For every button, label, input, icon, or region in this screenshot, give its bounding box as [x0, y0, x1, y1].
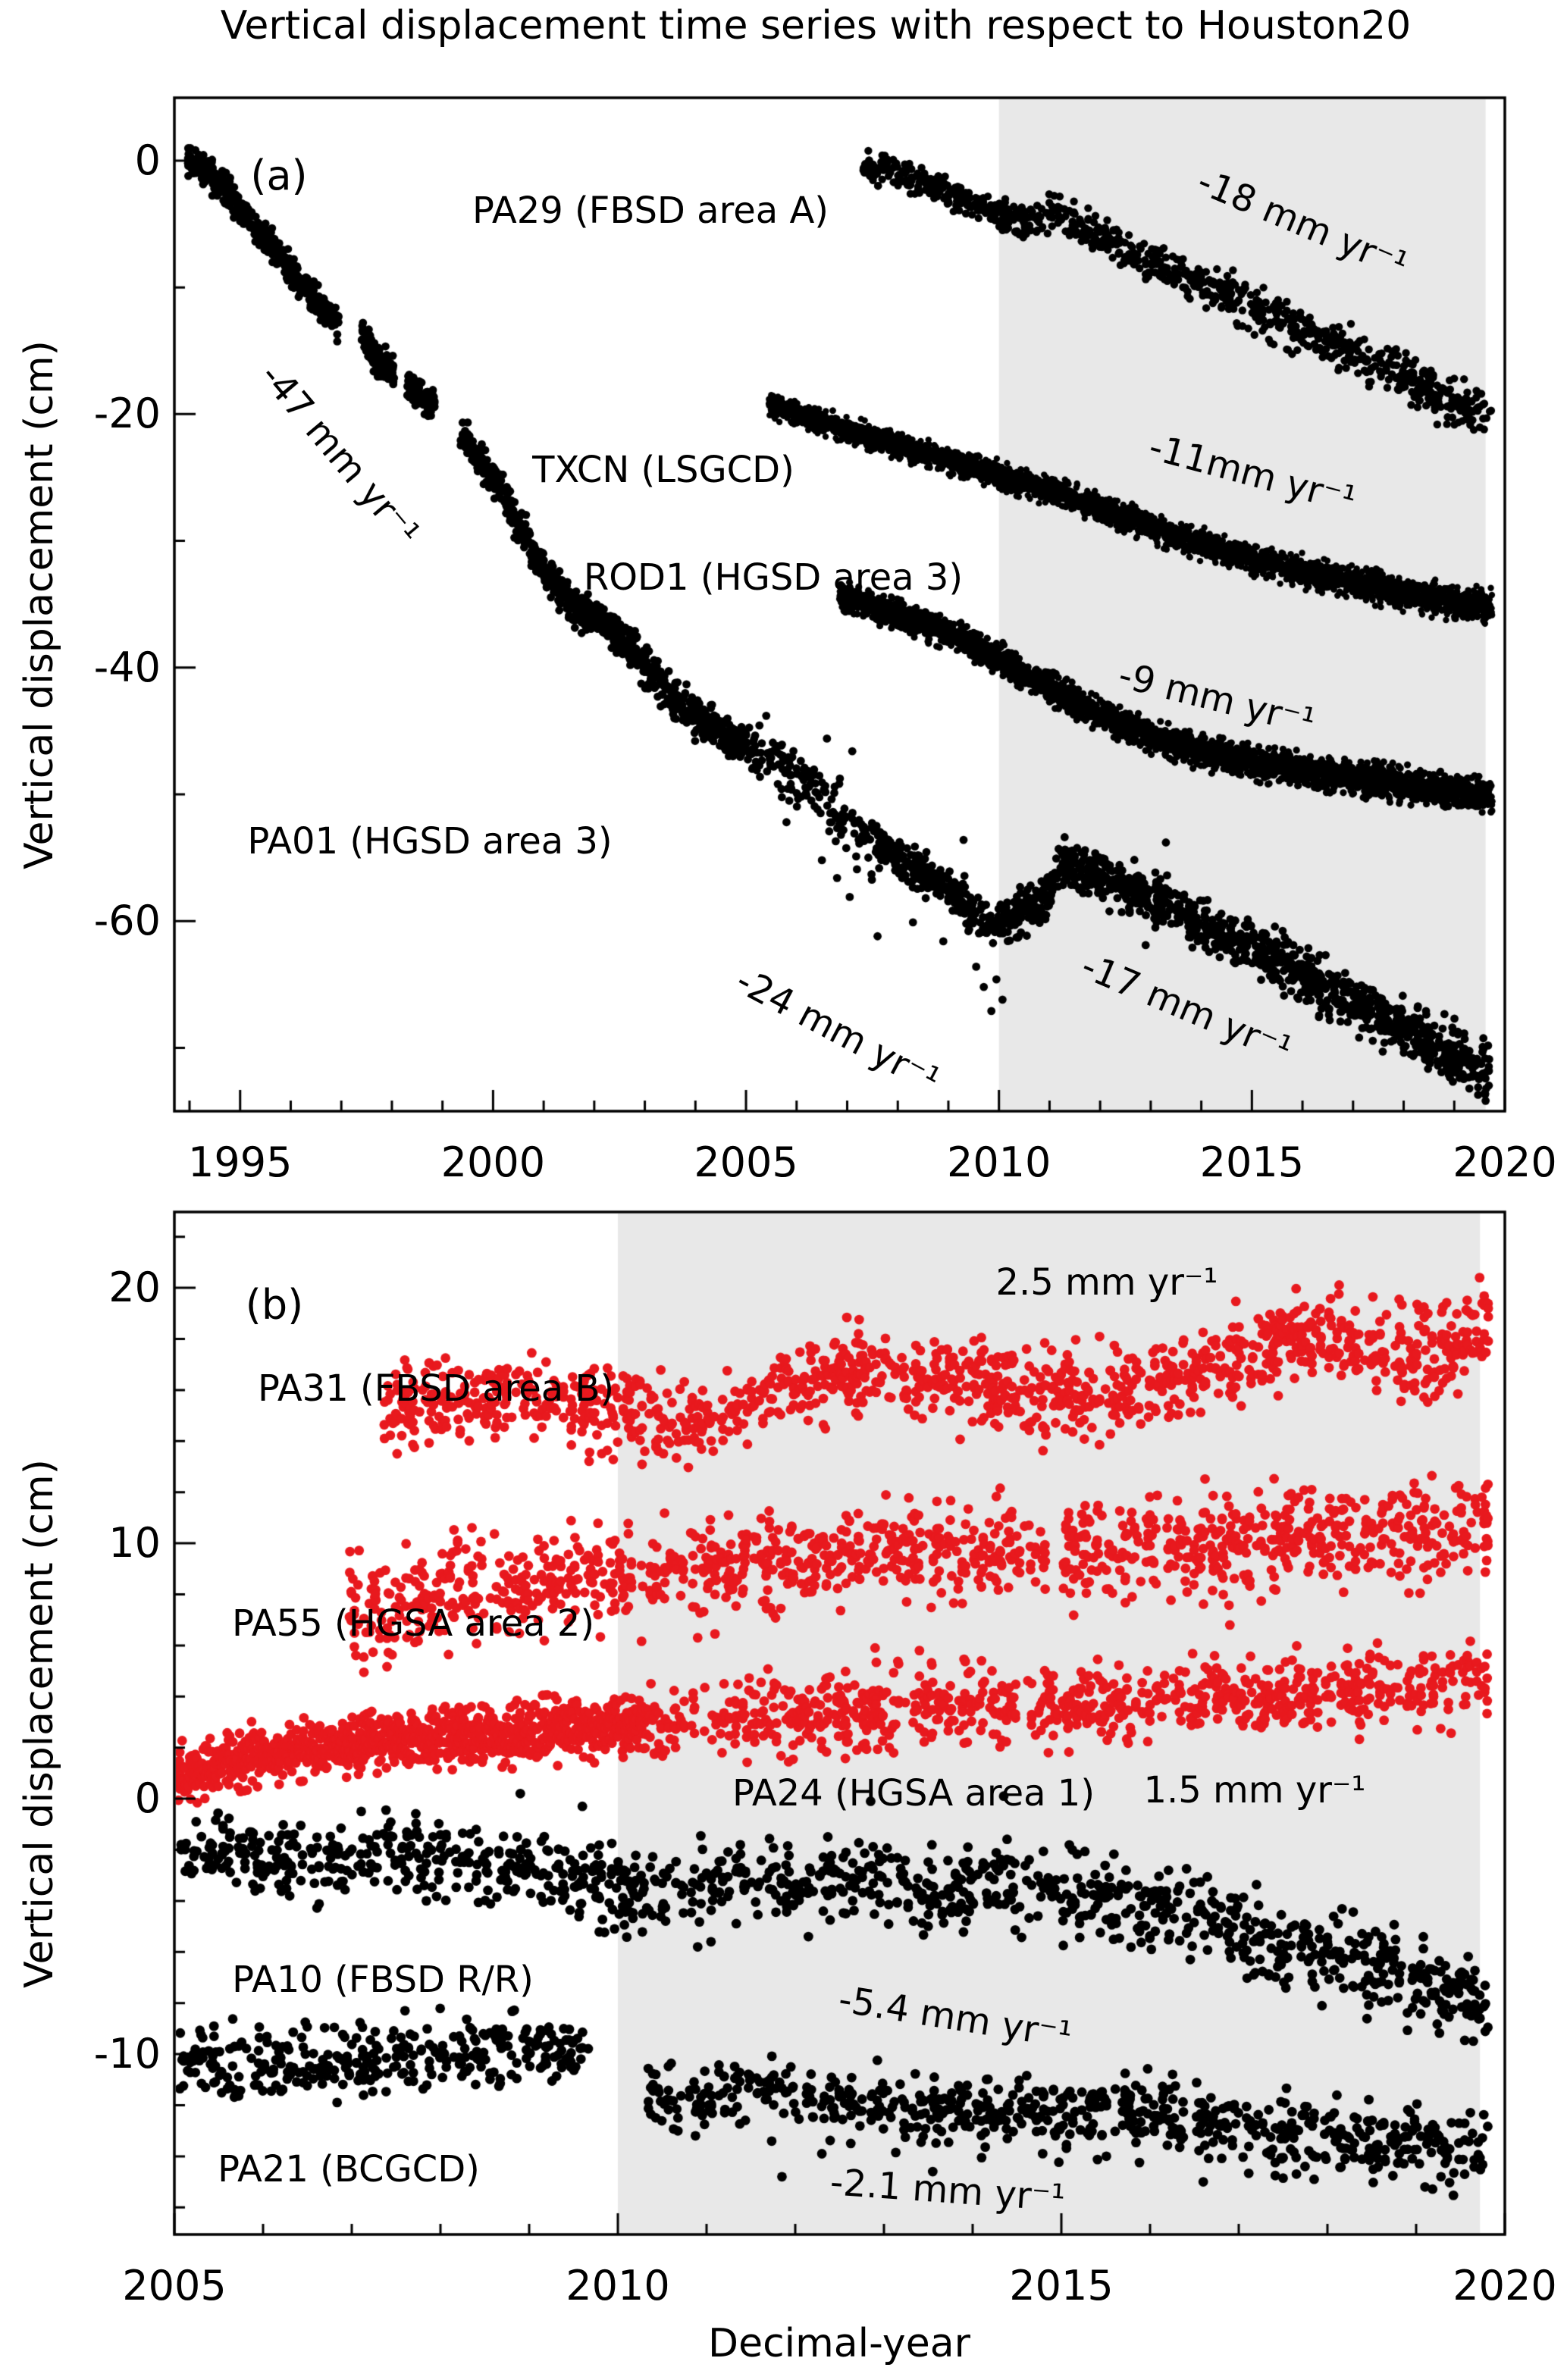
panel-b-tag: (b) — [245, 1281, 304, 1329]
y-tick-label-0: 0 — [134, 1774, 161, 1823]
x-tick-label-1995: 1995 — [188, 1138, 293, 1186]
series-label-pa21: PA21 (BCGCD) — [218, 2148, 480, 2191]
x-tick-label-2010: 2010 — [946, 1138, 1051, 1186]
x-tick-label-2005: 2005 — [122, 2262, 227, 2310]
panel-a-tag: (a) — [250, 152, 308, 199]
x-tick-label-2020: 2020 — [1453, 2262, 1557, 2310]
y-axis-title-panel-b: Vertical displacement (cm) — [17, 1459, 62, 1988]
x-tick-label-2000: 2000 — [440, 1138, 546, 1186]
series-label-pa29: PA29 (FBSD area A) — [472, 189, 829, 232]
figure-title: Vertical displacement time series with r… — [220, 3, 1412, 49]
rate-label-pa31: 2.5 mm yr⁻¹ — [995, 1261, 1218, 1304]
series-label-pa55: PA55 (HGSA area 2) — [231, 1602, 595, 1645]
rate-label-pa24: 1.5 mm yr⁻¹ — [1143, 1769, 1366, 1812]
y-tick-label-20: 20 — [108, 1264, 161, 1312]
series-label-pa24: PA24 (HGSA area 1) — [732, 1772, 1095, 1815]
series-label-txcn: TXCN (LSGCD) — [532, 449, 794, 491]
x-tick-label-2005: 2005 — [694, 1138, 798, 1186]
y-tick-label--10: -10 — [93, 2030, 161, 2078]
y-tick-label--60: -60 — [93, 897, 161, 945]
x-tick-label-2015: 2015 — [1199, 1138, 1305, 1186]
series-label-pa10: PA10 (FBSD R/R) — [232, 1959, 534, 2001]
series-label-rod1: ROD1 (HGSD area 3) — [583, 556, 964, 599]
series-label-pa01: PA01 (HGSD area 3) — [247, 820, 613, 863]
y-tick-label-0: 0 — [134, 136, 161, 184]
x-tick-label-2010: 2010 — [566, 2262, 670, 2310]
x-axis-title: Decimal-year — [708, 2321, 970, 2366]
y-tick-label--40: -40 — [93, 643, 161, 691]
y-tick-label-10: 10 — [108, 1519, 161, 1567]
y-tick-label--20: -20 — [93, 390, 161, 438]
series-label-pa31: PA31 (FBSD area B) — [257, 1367, 615, 1410]
y-axis-title-panel-a: Vertical displacement (cm) — [17, 340, 62, 869]
x-tick-label-2015: 2015 — [1009, 2262, 1114, 2310]
x-tick-label-2020: 2020 — [1453, 1138, 1557, 1186]
